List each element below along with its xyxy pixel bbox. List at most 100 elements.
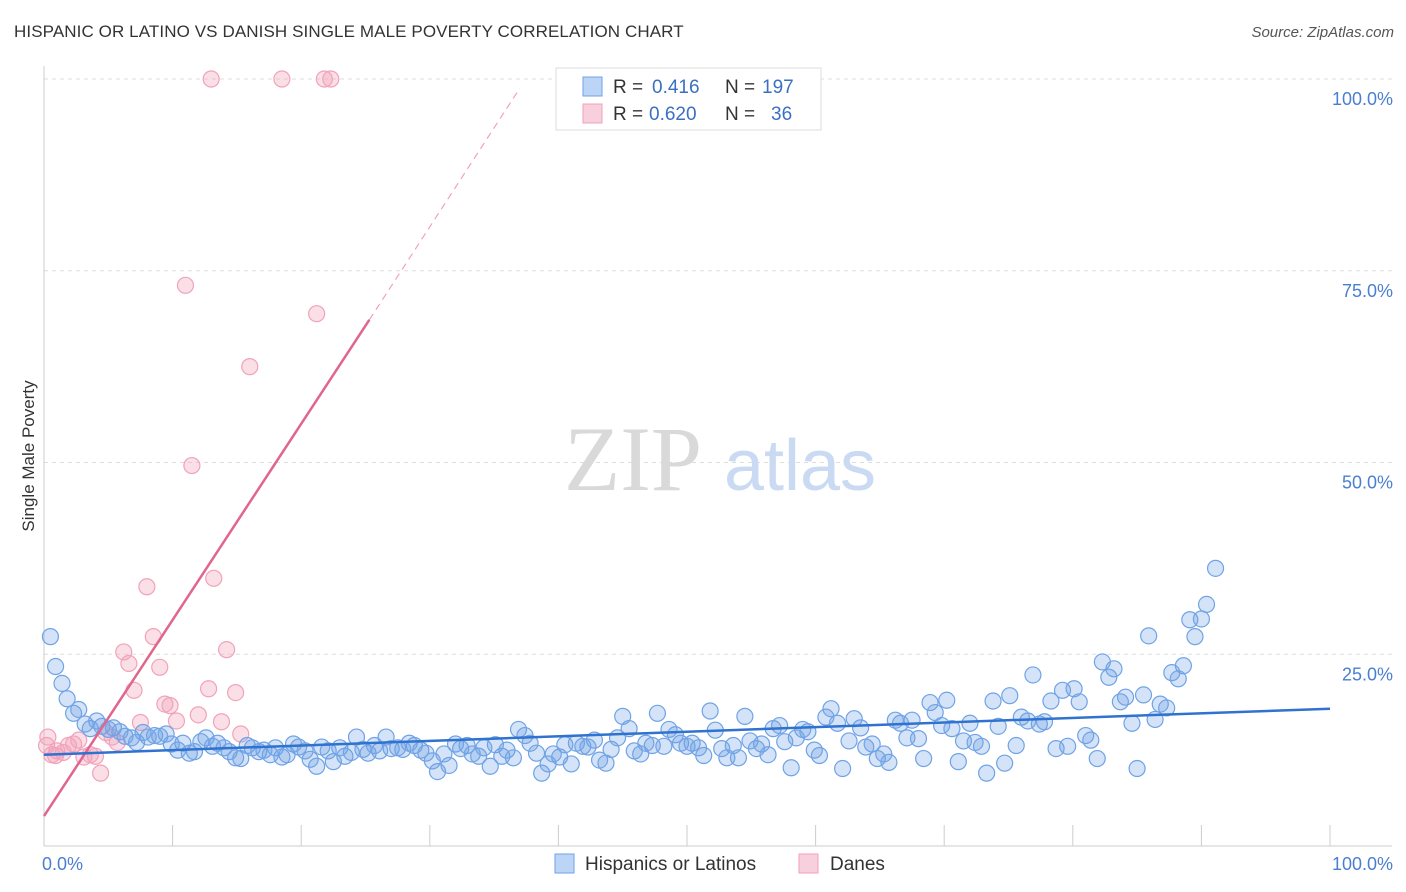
hispanics-point-46 xyxy=(308,757,326,775)
hispanics-point-181 xyxy=(1088,749,1106,768)
hispanics-point-135 xyxy=(822,700,840,718)
danes-point-15 xyxy=(120,654,138,673)
hispanics-point-163 xyxy=(984,692,1002,710)
hispanics-point-128 xyxy=(782,759,800,777)
hispanics-point-157 xyxy=(949,753,967,771)
x-tick-label-max: 100.0% xyxy=(1332,854,1393,874)
danes-point-34 xyxy=(308,305,326,323)
hispanics-point-152 xyxy=(921,693,939,712)
stats-n-value-1: 197 xyxy=(762,77,794,98)
hispanics-point-145 xyxy=(880,753,898,771)
hispanics-point-186 xyxy=(1116,688,1135,706)
hispanics-point-126 xyxy=(770,716,789,735)
chart-title: HISPANIC OR LATINO VS DANISH SINGLE MALE… xyxy=(14,22,684,41)
danes-point-26 xyxy=(189,706,207,724)
hispanics-point-178 xyxy=(1070,693,1088,711)
danes-trend-line xyxy=(42,319,371,817)
hispanics-point-23 xyxy=(174,734,192,752)
stats-r-label-2: R = xyxy=(613,104,643,125)
hispanics-point-72 xyxy=(458,736,476,755)
stats-legend: R = 0.416 N = 197 R = 0.620 N = 36 xyxy=(555,67,822,131)
hispanics-point-44 xyxy=(296,742,314,760)
hispanics-point-93 xyxy=(579,738,597,756)
hispanics-point-120 xyxy=(736,707,754,725)
hispanics-point-80 xyxy=(504,749,522,767)
hispanics-point-177 xyxy=(1065,680,1083,698)
hispanics-point-164 xyxy=(989,717,1007,735)
stats-r-label-1: R = xyxy=(613,77,643,98)
hispanics-point-113 xyxy=(695,746,713,765)
y-tick-labels: 100.0% 75.0% 50.0% 25.0% xyxy=(1332,89,1393,684)
hispanics-point-83 xyxy=(521,734,539,752)
watermark: ZIP atlas xyxy=(564,408,876,510)
hispanics-point-201 xyxy=(1206,559,1225,577)
hispanics-point-166 xyxy=(1001,687,1019,705)
hispanics-point-32 xyxy=(227,749,245,767)
hispanics-point-137 xyxy=(834,759,852,778)
danes-point-40 xyxy=(39,728,57,746)
hispanics-point-161 xyxy=(972,737,991,755)
hispanics-points xyxy=(41,559,1225,782)
hispanics-point-123 xyxy=(752,735,771,753)
hispanics-point-90 xyxy=(562,755,580,773)
hispanics-point-195 xyxy=(1169,670,1187,688)
axes xyxy=(43,66,1392,847)
hispanics-point-162 xyxy=(978,764,996,782)
hispanics-point-170 xyxy=(1024,666,1042,684)
hispanics-point-172 xyxy=(1035,713,1054,731)
hispanics-point-180 xyxy=(1082,731,1100,749)
hispanics-point-199 xyxy=(1192,610,1211,628)
hispanics-point-159 xyxy=(961,714,979,732)
trend-lines xyxy=(42,87,1331,817)
danes-points xyxy=(37,70,340,782)
watermark-zip: ZIP xyxy=(564,408,702,510)
stats-legend-swatch-pink xyxy=(582,103,603,124)
danes-point-37 xyxy=(202,70,220,88)
series-legend: Hispanics or Latinos Danes xyxy=(554,853,885,875)
danes-point-16 xyxy=(125,681,143,699)
hispanics-point-0 xyxy=(41,628,60,646)
danes-point-6 xyxy=(70,731,88,749)
hispanics-point-85 xyxy=(533,764,551,782)
stats-legend-swatch-blue xyxy=(582,76,603,97)
hispanics-point-84 xyxy=(527,744,546,762)
hispanics-point-149 xyxy=(903,711,921,729)
hispanics-point-184 xyxy=(1105,660,1123,678)
hispanics-point-190 xyxy=(1140,627,1158,645)
danes-point-28 xyxy=(205,569,223,587)
danes-point-23 xyxy=(167,712,186,730)
danes-point-38 xyxy=(315,70,333,88)
hispanics-point-173 xyxy=(1042,692,1060,710)
hispanics-point-114 xyxy=(701,702,719,720)
hispanics-trend-line xyxy=(43,707,1331,756)
hispanics-point-3 xyxy=(58,690,76,708)
hispanics-point-144 xyxy=(875,745,893,763)
hispanics-point-74 xyxy=(470,747,488,765)
hispanics-point-179 xyxy=(1077,726,1095,745)
hispanics-point-150 xyxy=(909,730,928,748)
hispanics-point-133 xyxy=(810,746,829,765)
danes-point-29 xyxy=(212,713,231,731)
hispanics-point-155 xyxy=(938,691,956,709)
hispanics-point-165 xyxy=(996,754,1014,772)
danes-trend-extension xyxy=(368,87,521,321)
hispanics-point-140 xyxy=(852,719,870,737)
hispanics-point-176 xyxy=(1059,737,1077,755)
hispanics-point-45 xyxy=(301,750,319,768)
hispanics-point-156 xyxy=(943,720,961,738)
stats-r-value-2: 0.620 xyxy=(649,104,697,125)
hispanics-point-124 xyxy=(759,746,777,764)
hispanics-point-1 xyxy=(46,657,65,676)
hispanics-point-25 xyxy=(185,743,204,761)
danes-point-20 xyxy=(151,658,169,676)
hispanics-point-5 xyxy=(70,700,88,719)
watermark-atlas: atlas xyxy=(724,426,876,506)
hispanics-point-69 xyxy=(440,756,458,775)
danes-point-31 xyxy=(227,683,245,702)
y-tick-label-25: 25.0% xyxy=(1342,664,1393,684)
danes-point-22 xyxy=(161,697,179,715)
danes-point-9 xyxy=(86,747,105,765)
danes-point-17 xyxy=(131,713,150,732)
legend-swatch-hispanics xyxy=(554,853,575,874)
hispanics-point-187 xyxy=(1123,714,1141,732)
